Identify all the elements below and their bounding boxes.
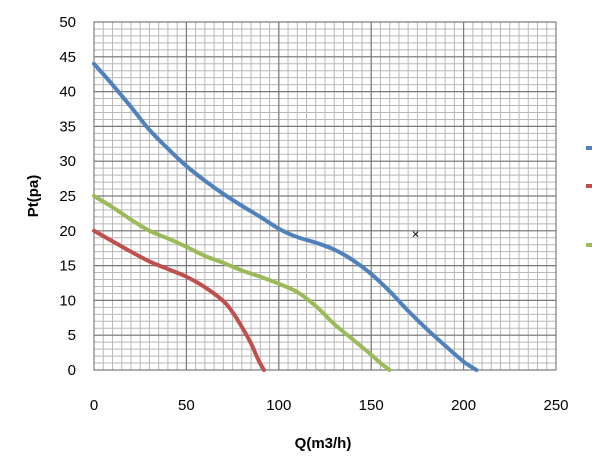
y-tick-label: 0 [68, 362, 76, 379]
y-tick-label: 40 [59, 84, 76, 101]
x-tick-label: 250 [543, 397, 568, 414]
series-line-1 [92, 61, 479, 372]
y-tick-label: 25 [59, 188, 76, 205]
y-tick-label: 10 [59, 292, 76, 309]
x-tick-label: 150 [359, 397, 384, 414]
y-axis-ticks: 0 5 10 15 20 25 30 35 40 45 50 [59, 14, 76, 379]
y-tick-label: 30 [59, 153, 76, 170]
y-tick-label: 45 [59, 49, 76, 66]
legend [586, 146, 592, 247]
x-tick-label: 50 [178, 397, 195, 414]
y-tick-label: 20 [59, 223, 76, 240]
y-tick-label: 5 [68, 327, 76, 344]
series-line-3 [92, 194, 392, 372]
x-axis-ticks: 0 50 100 150 200 250 [90, 397, 569, 414]
y-tick-label: 35 [59, 118, 76, 135]
y-tick-label: 50 [59, 14, 76, 31]
y-axis-title: Pt(pa) [25, 175, 42, 218]
x-tick-label: 200 [451, 397, 476, 414]
x-tick-label: 0 [90, 397, 98, 414]
annotation-mark: × [412, 226, 420, 241]
series-layer [92, 61, 479, 372]
y-tick-label: 15 [59, 258, 76, 275]
x-tick-label: 100 [266, 397, 291, 414]
x-axis-title: Q(m3/h) [295, 435, 352, 452]
series-line-2 [92, 228, 267, 372]
